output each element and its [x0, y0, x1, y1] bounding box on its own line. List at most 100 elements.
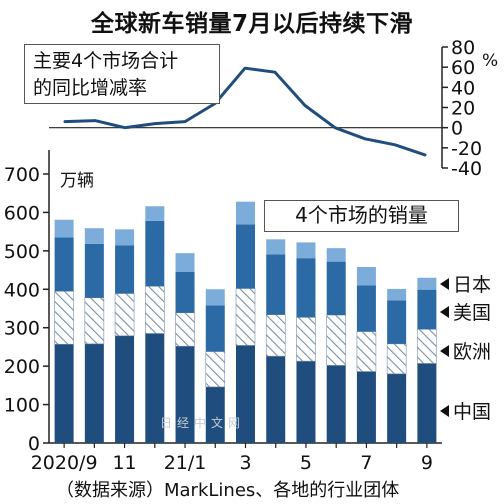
line-point: [93, 119, 97, 122]
legend-marker-japan: [440, 278, 449, 290]
bar-segment-us: [84, 243, 104, 298]
bar-segment-japan: [115, 229, 135, 246]
bar-segment-japan: [205, 289, 225, 306]
bar-x-tick-label: 7: [360, 452, 372, 474]
line-y-tick-label: -20: [451, 138, 482, 160]
bar-segment-us: [356, 285, 376, 332]
bar-segment-china: [205, 386, 225, 443]
bar-segment-us: [417, 289, 437, 330]
bar-segment-china: [326, 365, 346, 443]
legend-marker-us: [440, 306, 449, 318]
bar-x-tick-label: 5: [300, 452, 312, 474]
bar-segment-china: [84, 343, 104, 443]
bar-segment-china: [356, 371, 376, 443]
bar-segment-us: [205, 305, 225, 352]
bar-segment-japan: [175, 253, 195, 272]
line-point: [273, 71, 277, 74]
bar-y-tick-label: 600: [4, 202, 40, 224]
bar-segment-china: [387, 373, 407, 443]
bar-segment-china: [115, 335, 135, 443]
legend-marker-china: [440, 405, 449, 417]
bar-segment-japan: [54, 219, 74, 238]
bar-segment-china: [54, 344, 74, 443]
line-point: [363, 137, 367, 140]
bar-segment-europe: [84, 297, 105, 345]
bar-segment-china: [145, 333, 165, 443]
bar-unit-label: 万辆: [60, 171, 94, 191]
legend-label-japan: 日本: [453, 274, 492, 296]
watermark: 日经中文网: [160, 416, 246, 430]
bar-x-tick-label: 11: [112, 452, 136, 474]
legend-item-europe: 欧洲: [440, 337, 491, 364]
line-point: [423, 153, 427, 157]
bar-segment-europe: [265, 314, 286, 357]
line-y-tick-label: 40: [451, 77, 475, 99]
bar-segment-europe: [326, 314, 346, 366]
line-point: [243, 66, 247, 70]
bar-segment-us: [145, 220, 165, 287]
bar-segment-europe: [175, 312, 195, 347]
chart-title: 全球新车销量7月以后持续下滑: [90, 11, 413, 37]
bar-y-tick-label: 100: [4, 395, 40, 417]
line-y-tick-label: 80: [451, 37, 475, 59]
bar-segment-japan: [266, 239, 286, 255]
legend-label-us: 美国: [453, 302, 492, 324]
line-point: [153, 122, 157, 125]
bar-y-tick-label: 500: [4, 241, 40, 263]
bar-segment-us: [266, 254, 286, 315]
bar-segment-us: [387, 300, 407, 344]
line-y-tick-label: -40: [451, 158, 482, 180]
bar-segment-europe: [296, 317, 316, 362]
line-y-tick-label: 0: [451, 118, 463, 140]
legend-label-china: 中国: [453, 401, 492, 423]
bar-segment-japan: [145, 206, 165, 221]
bar-segment-japan: [296, 242, 316, 259]
line-y-tick-label: 60: [451, 57, 475, 79]
bar-segment-china: [175, 346, 195, 443]
bar-segment-us: [326, 261, 346, 316]
line-point: [123, 126, 127, 129]
bar-segment-europe: [54, 290, 74, 345]
bar-segment-japan: [326, 248, 346, 262]
bar-segment-europe: [417, 328, 437, 364]
line-y-tick-label: 20: [451, 98, 475, 120]
bar-segment-europe: [114, 293, 135, 337]
bar-segment-japan: [236, 201, 255, 225]
source-note: （数据来源）MarkLines、各地的行业团体: [56, 480, 400, 501]
bar-segment-china: [236, 345, 255, 443]
bar-segment-japan: [387, 288, 407, 301]
bar-segment-us: [296, 258, 316, 318]
bar-x-tick-label: 2020/9: [31, 452, 98, 474]
line-chart-label-box: 主要4个市场合计 的同比增减率: [24, 44, 220, 104]
bar-segment-japan: [417, 277, 437, 290]
bar-segment-us: [236, 224, 255, 289]
bar-segment-europe: [205, 351, 226, 388]
bar-segment-china: [417, 363, 437, 443]
line-point: [333, 126, 337, 129]
bar-segment-china: [296, 361, 316, 443]
legend-item-us: 美国: [440, 298, 491, 325]
percent-unit-label: %: [482, 51, 499, 71]
bar-segment-japan: [84, 228, 104, 244]
bar-segment-us: [54, 237, 74, 292]
bar-segment-japan: [356, 266, 376, 286]
bar-y-tick-label: 700: [4, 164, 40, 186]
line-chart-label-line-1: 主要4个市场合计: [33, 50, 179, 72]
line-point: [183, 120, 187, 123]
bar-segment-us: [115, 245, 135, 294]
legend-label-europe: 欧洲: [453, 341, 492, 363]
bar-x-tick-label: 21/1: [164, 452, 207, 474]
bar-segment-europe: [386, 343, 407, 375]
line-point: [393, 143, 397, 147]
bar-x-tick-label: 9: [421, 452, 433, 474]
bar-x-tick-label: 3: [239, 452, 251, 474]
line-point: [303, 104, 307, 107]
line-chart-label-line-2: 的同比增减率: [33, 77, 148, 99]
line-point: [63, 120, 67, 123]
bar-chart-label-box: 4个市场的销量: [264, 200, 459, 232]
bar-segment-europe: [145, 285, 165, 334]
bar-y-tick-label: 200: [4, 356, 40, 378]
bar-segment-europe: [235, 288, 256, 346]
